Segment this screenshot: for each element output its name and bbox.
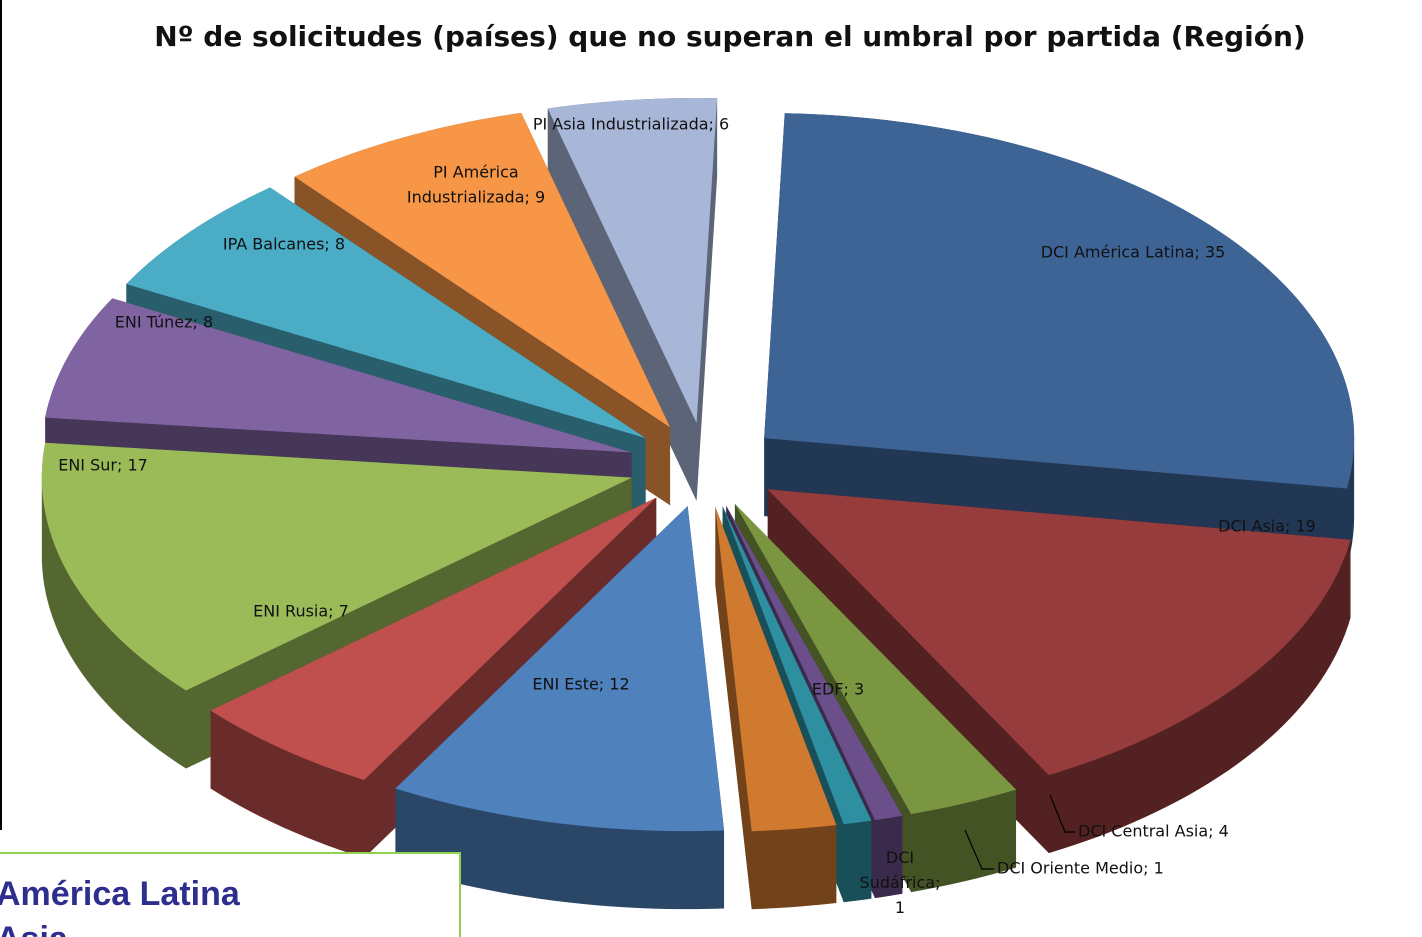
slice: [45, 298, 632, 453]
slice: [734, 503, 1017, 815]
data-label: ENI Este; 12: [532, 675, 629, 694]
caption-frame: [0, 852, 461, 937]
pie: [41, 98, 1355, 910]
slice: [547, 98, 718, 424]
slice: [715, 506, 837, 832]
data-label: PI América Industrializada; 9: [407, 162, 545, 206]
slice: [126, 187, 646, 439]
slice: [726, 505, 903, 821]
slice: [395, 506, 725, 832]
slice-side: [722, 506, 872, 903]
data-label: DCI América Latina; 35: [1041, 243, 1226, 262]
slice: [294, 112, 671, 428]
data-label: DCI Central Asia; 4: [1078, 822, 1229, 841]
slice: [722, 506, 872, 825]
slice: [764, 113, 1355, 489]
slice: [41, 442, 632, 691]
caption-line: América Latina: [0, 875, 241, 913]
caption-box: América Latina Asia: [0, 852, 461, 937]
chart-title: Nº de solicitudes (países) que no supera…: [154, 20, 1305, 53]
data-label: PI Asia Industrializada; 6: [533, 115, 729, 134]
caption-line: Asia: [0, 920, 69, 937]
slice: [210, 497, 657, 780]
data-label: ENI Rusia; 7: [253, 602, 349, 621]
leader-line: [964, 829, 994, 870]
data-label: ENI Túnez; 8: [115, 313, 213, 332]
data-label: DCI Sudáfrica; 1: [860, 848, 941, 917]
data-label: DCI Asia; 19: [1218, 517, 1316, 536]
data-label: DCI Oriente Medio; 1: [997, 859, 1164, 878]
labels: DCI América Latina; 35 DCI Asia; 19 DCI Ce…: [58, 115, 1316, 917]
data-label: ENI Sur; 17: [58, 456, 148, 475]
slice: [767, 489, 1351, 776]
data-label: IPA Balcanes; 8: [223, 235, 345, 254]
data-label: EDF; 3: [812, 680, 864, 699]
leader-line: [1049, 794, 1075, 833]
